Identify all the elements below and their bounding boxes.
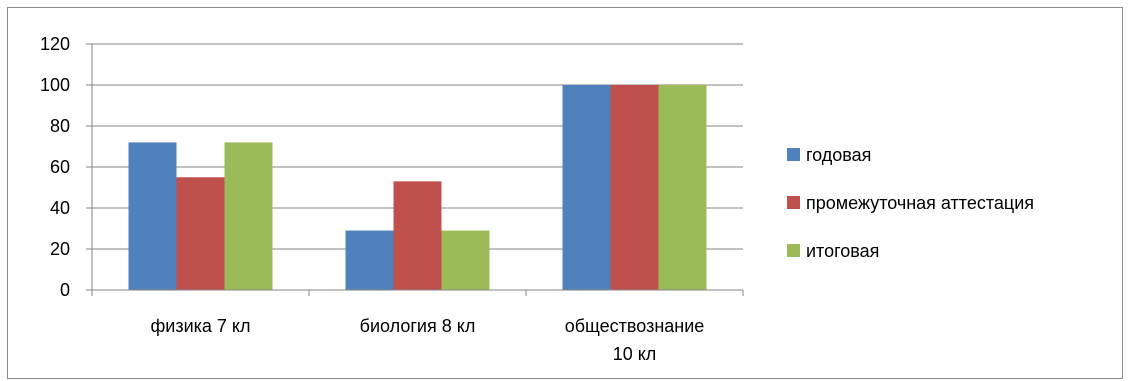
legend: годовая промежуточная аттестация итоговая <box>787 145 1034 261</box>
legend-swatch-3 <box>787 244 800 257</box>
x-tick-label-3-line-2: 10 кл <box>613 344 657 364</box>
x-tick-label-3-line-1: обществознание <box>565 316 705 336</box>
x-tick-label-2: биология 8 кл <box>360 316 476 336</box>
legend-label-1: годовая <box>806 145 871 165</box>
bar-1-1 <box>128 142 177 290</box>
y-tick-label-80: 80 <box>50 116 70 136</box>
legend-swatch-1 <box>787 148 800 161</box>
bar-1-3 <box>562 85 611 290</box>
bar-3-2 <box>441 230 490 290</box>
x-tick-label-1: физика 7 кл <box>150 316 250 336</box>
legend-swatch-2 <box>787 196 800 209</box>
axes: 0 20 40 60 80 100 120 физика 7 кл биология 8 кл о… <box>40 34 744 364</box>
y-tick-label-40: 40 <box>50 198 70 218</box>
y-tick-label-100: 100 <box>40 75 70 95</box>
bar-2-1 <box>176 177 225 290</box>
legend-label-2: промежуточная аттестация <box>806 193 1034 213</box>
bars <box>128 85 707 290</box>
y-tick-label-0: 0 <box>60 280 70 300</box>
y-tick-label-120: 120 <box>40 34 70 54</box>
bar-3-3 <box>658 85 707 290</box>
y-tick-label-60: 60 <box>50 157 70 177</box>
bar-2-3 <box>610 85 659 290</box>
bar-2-2 <box>393 181 442 290</box>
bar-1-2 <box>345 230 394 290</box>
y-tick-label-20: 20 <box>50 239 70 259</box>
bar-3-1 <box>224 142 273 290</box>
legend-label-3: итоговая <box>806 241 879 261</box>
